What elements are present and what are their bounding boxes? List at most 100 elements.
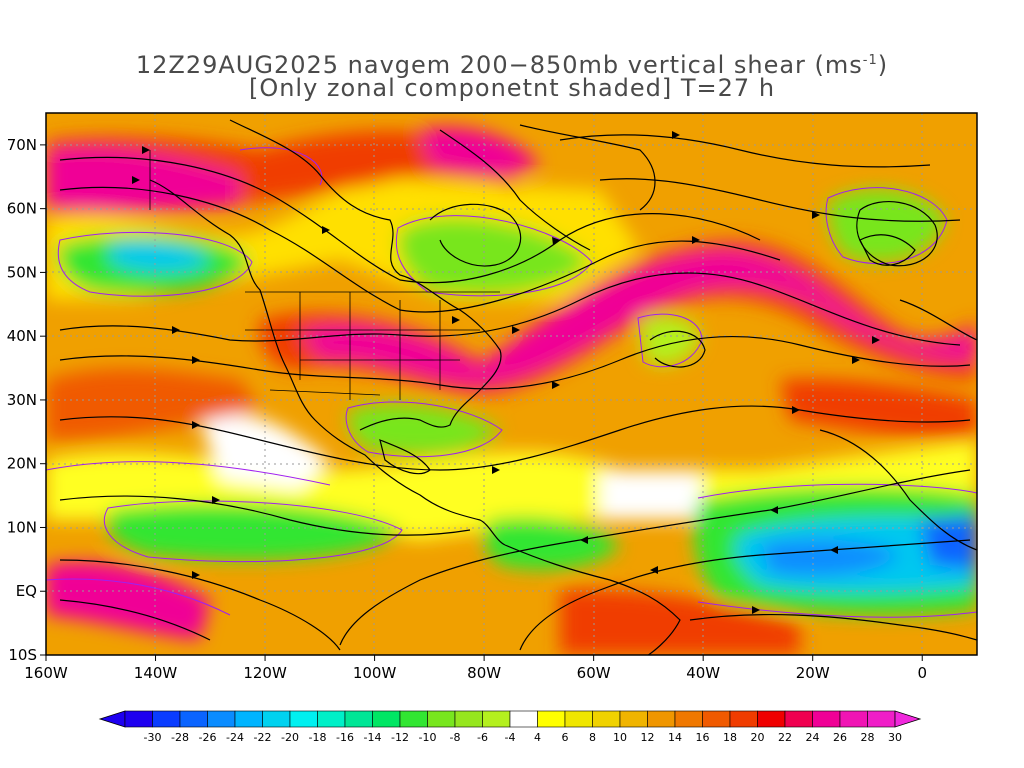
colorbar-label: 20 (751, 731, 765, 744)
colorbar-label: -28 (171, 731, 189, 744)
colorbar-label: 26 (833, 731, 847, 744)
colorbar-label: -30 (144, 731, 162, 744)
y-tick-label: 70N (7, 136, 37, 154)
y-tick-label: 20N (7, 455, 37, 473)
colorbar-label: -12 (391, 731, 409, 744)
colorbar-swatch (454, 710, 483, 728)
colorbar-swatch (647, 710, 676, 728)
y-axis: 10S EQ 10N 20N 30N 40N 50N 60N 70N (7, 136, 46, 664)
colorbar-swatch (179, 710, 208, 728)
colorbar-swatch (317, 710, 346, 728)
x-tick-label: 60W (577, 664, 611, 682)
colorbar-swatch (152, 710, 181, 728)
colorbar-label: -22 (254, 731, 272, 744)
shade-green-carib (483, 516, 620, 570)
colorbar-swatch (399, 710, 428, 728)
x-tick-label: 140W (134, 664, 178, 682)
colorbar-swatch (124, 710, 153, 728)
x-axis: 160W 140W 120W 100W 80W 60W 40W 20W 0 (24, 655, 927, 682)
x-tick-label: 80W (467, 664, 501, 682)
colorbar-label: 14 (668, 731, 682, 744)
chart-title-line1: 12Z29AUG2025 navgem 200−850mb vertical s… (135, 51, 889, 79)
colorbar-label: 30 (888, 731, 902, 744)
colorbar-label: 18 (723, 731, 737, 744)
grid-lines (46, 113, 977, 655)
shade-jet-midlat (300, 249, 977, 385)
shade-cyan-pacific-ne (110, 242, 210, 272)
colorbar-over-arrow (894, 710, 922, 728)
colorbar-label: -16 (336, 731, 354, 744)
colorbar-label: 8 (589, 731, 596, 744)
shade-green-midatlantic (640, 316, 700, 365)
colorbar-swatch (564, 710, 593, 728)
x-tick-label: 20W (796, 664, 830, 682)
y-tick-label: 10N (7, 518, 37, 536)
chart-title-line2: [Only zonal componetnt shaded] T=27 h (248, 74, 776, 102)
shade-red-subtrop-pac (46, 368, 260, 440)
colorbar-swatch (234, 710, 263, 728)
colorbar-swatch (344, 710, 373, 728)
colorbar-swatch (289, 710, 318, 728)
colorbar-label: -18 (309, 731, 327, 744)
political-borders (149, 150, 500, 400)
colorbar-swatch (482, 710, 511, 728)
colorbar-label: 4 (534, 731, 541, 744)
colorbar-swatch (674, 710, 703, 728)
colorbar-label: -10 (419, 731, 437, 744)
colorbar-label: -6 (477, 731, 488, 744)
colorbar-swatch (619, 710, 648, 728)
y-tick-label: 40N (7, 327, 37, 345)
shade-red-africa (780, 379, 977, 440)
colorbar-swatch (757, 710, 786, 728)
colorbar-swatch (812, 710, 841, 728)
x-tick-label: 120W (243, 664, 287, 682)
y-tick-label: EQ (16, 582, 37, 600)
coastlines (149, 119, 977, 655)
colorbar-swatch (839, 710, 868, 728)
colorbar-swatch (262, 710, 291, 728)
shade-red-south-atl (560, 589, 800, 655)
colorbar-label: 12 (641, 731, 655, 744)
colorbar-swatch (509, 710, 538, 728)
shade-white-2 (600, 470, 700, 520)
colorbar-label: -24 (226, 731, 244, 744)
shade-blue-atlantic (760, 539, 900, 576)
colorbar-swatch (427, 710, 456, 728)
colorbar-swatch (702, 710, 731, 728)
colorbar-swatch (867, 710, 896, 728)
colorbar-swatch (537, 710, 566, 728)
colorbar-under-arrow (98, 710, 126, 728)
y-tick-label: 50N (7, 263, 37, 281)
colorbar-label: -8 (450, 731, 461, 744)
colorbar-label: 16 (696, 731, 710, 744)
shade-jet-arctic (420, 127, 540, 175)
colorbar-label: 28 (861, 731, 875, 744)
shade-green-hudson (398, 217, 590, 294)
colorbar: -30 -28 -26 -24 -22 -20 -18 -16 -14 -12 -10 -8 -6 -4 4… (98, 710, 922, 744)
x-tick-label: 160W (24, 664, 68, 682)
colorbar-label: 6 (562, 731, 569, 744)
shade-jet-south-pac (46, 561, 210, 640)
colorbar-label: 22 (778, 731, 792, 744)
shading-layer (46, 113, 977, 655)
colorbar-swatch (729, 710, 758, 728)
colorbar-swatch (784, 710, 813, 728)
shade-green-epac (106, 502, 401, 560)
shade-blue-africa (920, 515, 977, 570)
colorbar-label: -4 (505, 731, 516, 744)
isotach-contours (46, 147, 977, 618)
y-tick-label: 60N (7, 200, 37, 218)
y-tick-label: 30N (7, 391, 37, 409)
colorbar-swatch (372, 710, 401, 728)
x-tick-label: 0 (917, 664, 927, 682)
colorbar-swatch (207, 710, 236, 728)
colorbar-swatch (592, 710, 621, 728)
colorbar-label: -20 (281, 731, 299, 744)
streamline-arrows (132, 131, 880, 614)
shade-jet-north-pacific (46, 146, 240, 211)
colorbar-label: 24 (806, 731, 820, 744)
colorbar-label: -14 (364, 731, 382, 744)
x-tick-label: 40W (686, 664, 720, 682)
colorbar-label: -26 (199, 731, 217, 744)
